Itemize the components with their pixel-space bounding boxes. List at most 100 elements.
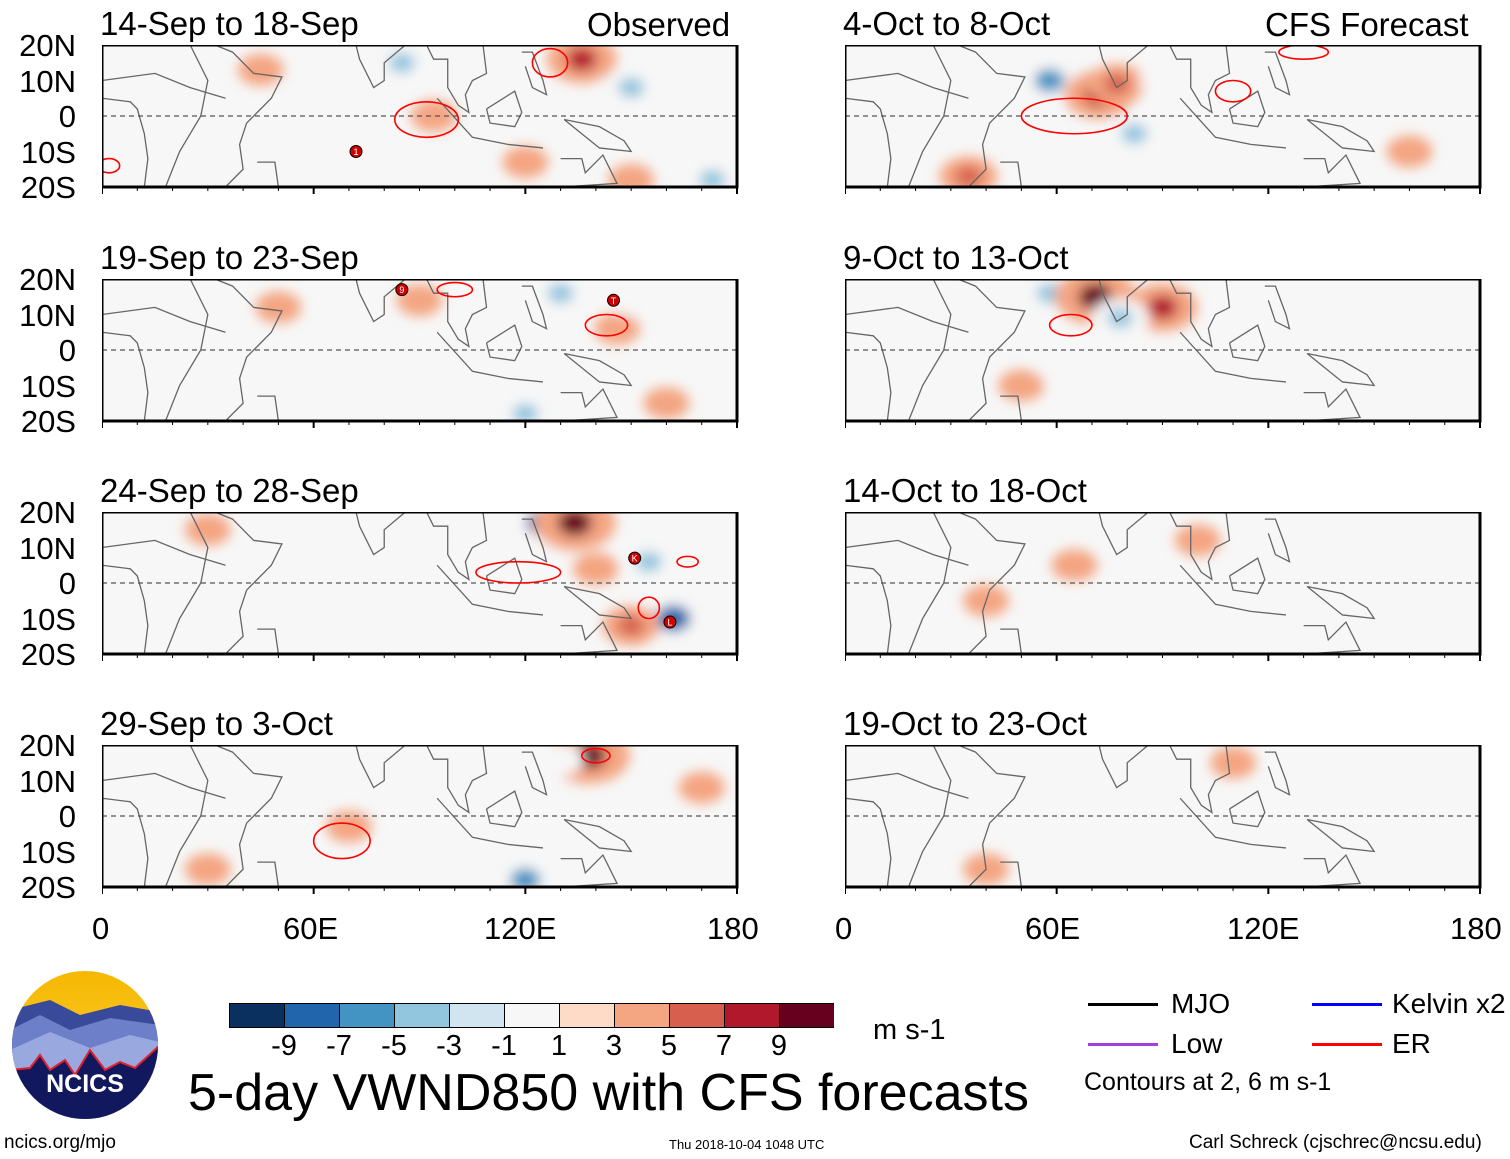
coastline [1303, 153, 1362, 187]
coastline [436, 564, 544, 616]
coastline [257, 628, 280, 654]
panel-title: 4-Oct to 8-Oct [843, 5, 1051, 42]
anomaly-region [325, 810, 372, 843]
coastline [563, 118, 633, 153]
figure-title: 5-day VWND850 with CFS forecasts [188, 1064, 1029, 1122]
coastline [1168, 745, 1231, 814]
coastline [102, 539, 226, 566]
anomaly-region [1280, 531, 1327, 564]
anomaly-core [955, 166, 982, 187]
x-tick: 180 [1450, 911, 1502, 946]
coastline [1264, 285, 1291, 330]
coastline [102, 564, 149, 654]
anomaly-region [1139, 64, 1186, 97]
legend-label-low: Low [1171, 1028, 1223, 1059]
coastline [1000, 861, 1023, 887]
colorbar-label: -9 [271, 1030, 297, 1062]
coastline [257, 861, 280, 887]
legend-label-er: ER [1392, 1028, 1431, 1059]
anomaly-region [572, 552, 619, 585]
coastline [436, 797, 544, 849]
colorbar-label: 5 [660, 1030, 678, 1062]
anomaly-region [1333, 107, 1380, 140]
er-contour [584, 313, 629, 337]
map-panel [100, 743, 739, 900]
panel-title: 19-Oct to 23-Oct [843, 705, 1087, 742]
coastline [214, 279, 283, 421]
er-contour [102, 157, 121, 174]
anomaly-region [1139, 584, 1186, 617]
svg-text:L: L [667, 618, 672, 628]
anomaly-region [1280, 764, 1327, 797]
er-contour [475, 560, 562, 584]
colorbar-swatch [339, 1003, 395, 1028]
coastline [1264, 518, 1291, 563]
er-contour [394, 101, 460, 139]
legend-label-kelvin: Kelvin x2 [1392, 988, 1506, 1019]
y-tick: 0 [58, 566, 76, 601]
coastline [1000, 161, 1023, 187]
storm-marker: 9 [395, 283, 409, 297]
anomaly-region [467, 531, 514, 564]
y-tick: 20N [19, 728, 76, 763]
legend-label-mjo: MJO [1171, 988, 1231, 1019]
y-tick: 0 [58, 799, 76, 834]
coastline [257, 161, 280, 187]
coastline [485, 90, 523, 128]
colorbar-swatch [394, 1003, 450, 1028]
coastline [1228, 90, 1266, 128]
er-contour [1214, 79, 1252, 103]
y-tick: 10N [19, 297, 76, 333]
panel-title: 19-Sep to 23-Sep [100, 239, 359, 276]
er-contour [312, 822, 371, 860]
coastline [1168, 512, 1231, 581]
colorbar-swatch [779, 1003, 835, 1028]
y-tick: 20S [20, 170, 76, 205]
y-tick: 10N [19, 763, 76, 799]
coastline [1168, 279, 1231, 348]
anomaly-region [1386, 135, 1433, 168]
coastline [957, 745, 1026, 887]
legend-swatch-low [1088, 1043, 1158, 1046]
anomaly-region [237, 53, 284, 86]
coastline [1179, 97, 1287, 149]
coastline [957, 512, 1026, 654]
coastline [907, 745, 952, 887]
coastline [355, 45, 406, 89]
coastline [563, 585, 633, 620]
anomaly-region [220, 369, 267, 402]
svg-text:1: 1 [353, 147, 358, 157]
coastline [560, 387, 619, 421]
anomaly-region [396, 284, 443, 317]
coastline [1264, 51, 1291, 96]
anomaly-core [557, 512, 592, 536]
colorbar-label: -3 [436, 1030, 462, 1062]
colorbar-swatch [559, 1003, 615, 1028]
map-panel [843, 277, 1482, 434]
coastline [1098, 45, 1149, 89]
er-contour [1048, 313, 1093, 337]
panel-title: 24-Sep to 28-Sep [100, 472, 359, 509]
coastline [1303, 620, 1362, 654]
y-tick: 10S [20, 134, 76, 170]
anomaly-core [1147, 295, 1178, 319]
coastline [214, 745, 283, 887]
anomaly-region [1351, 298, 1398, 331]
footer-url[interactable]: ncics.org/mjo [4, 1132, 116, 1153]
y-tick: 10N [19, 63, 76, 99]
anomaly-region [608, 284, 655, 317]
footer-timestamp: Thu 2018-10-04 1048 UTC [669, 1137, 825, 1152]
coastline [560, 153, 619, 187]
coastline [355, 512, 406, 556]
er-contour [1278, 45, 1330, 60]
x-tick: 120E [484, 911, 557, 946]
anomaly-region [290, 78, 337, 111]
storm-marker: L [663, 615, 677, 629]
coastline [1303, 853, 1362, 887]
anomaly-region [1351, 782, 1398, 815]
coastline [1228, 790, 1266, 828]
colorbar-units: m s-1 [873, 1014, 946, 1046]
anomaly-region [1033, 351, 1080, 384]
